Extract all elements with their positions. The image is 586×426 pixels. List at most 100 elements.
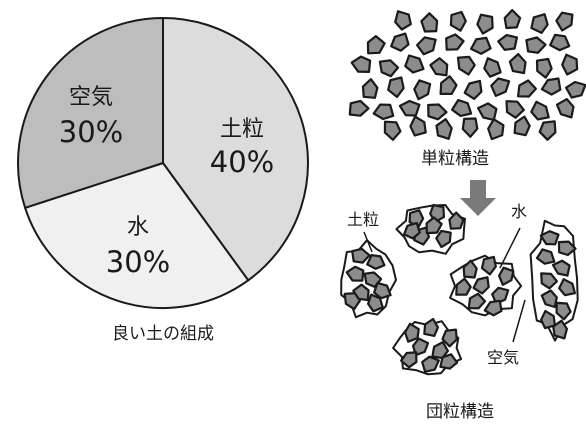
soil-grain xyxy=(394,10,412,31)
soil-grain xyxy=(435,229,452,249)
soil-grain xyxy=(427,103,448,121)
soil-grain xyxy=(530,100,550,121)
pie-label-water: 水 xyxy=(127,215,149,240)
soil-grain xyxy=(470,36,492,55)
crumb-structure: 土粒 水 空気 xyxy=(340,202,579,376)
soil-grain xyxy=(530,13,549,34)
soil-grain xyxy=(416,36,437,56)
pie-caption: 良い土の組成 xyxy=(112,324,214,344)
soil-grain xyxy=(439,75,458,95)
soil-grain xyxy=(387,76,405,98)
soil-grain xyxy=(351,247,371,264)
soil-grain xyxy=(350,55,372,73)
water-callout: 水 xyxy=(511,202,527,221)
soil-grain xyxy=(423,317,439,337)
soil-grain xyxy=(439,353,459,370)
soil-grain xyxy=(345,265,365,282)
crumb-caption: 団粒構造 xyxy=(426,402,494,422)
water-leader-line xyxy=(499,227,521,269)
soil-grain xyxy=(480,255,497,276)
soil-grain xyxy=(467,292,487,310)
soil-grain xyxy=(555,301,572,321)
soil-grain xyxy=(366,35,386,55)
soil-grain xyxy=(366,254,386,270)
soil-grain xyxy=(398,99,421,117)
pie-percent-soil: 40% xyxy=(210,145,274,179)
soil-grain xyxy=(383,120,402,141)
soil-grain xyxy=(420,12,439,33)
soil-grain xyxy=(535,57,553,79)
soil-grain xyxy=(421,355,440,373)
soil-grain xyxy=(498,266,515,286)
soil-grain xyxy=(477,102,498,121)
soil-grain xyxy=(487,118,505,141)
soil-grain xyxy=(403,221,421,240)
pie-label-soil: 土粒 xyxy=(220,117,264,142)
soil-grain xyxy=(373,281,392,300)
soil-grain xyxy=(555,11,574,32)
soil-leader-line xyxy=(363,231,373,253)
soil-grain xyxy=(551,259,571,277)
soil-grain xyxy=(431,341,449,360)
soil-grain xyxy=(343,292,361,311)
aggregate-grains xyxy=(343,203,577,373)
pie-slice-soil xyxy=(162,16,309,282)
soil-grain xyxy=(441,328,458,348)
soil-grain xyxy=(549,33,571,52)
soil-grain xyxy=(413,79,432,101)
air-leader-line xyxy=(512,299,526,343)
soil-grain xyxy=(538,120,557,141)
soil-grain xyxy=(404,54,425,74)
soil-grain xyxy=(557,240,577,257)
soil-grain xyxy=(472,276,490,295)
soil-grain xyxy=(361,78,379,99)
down-arrow-icon xyxy=(460,180,496,216)
soil-callout: 土粒 xyxy=(347,210,379,229)
soil-grain xyxy=(503,9,522,30)
soil-grain xyxy=(508,53,527,75)
soil-grain xyxy=(552,319,568,340)
soil-grain xyxy=(448,211,465,230)
air-callout: 空気 xyxy=(487,348,519,367)
soil-grain xyxy=(513,115,531,137)
soil-grain xyxy=(400,351,418,369)
soil-grain xyxy=(540,272,558,290)
soil-grain xyxy=(390,32,410,52)
soil-grain xyxy=(483,57,502,78)
soil-grain xyxy=(463,79,483,100)
soil-grain xyxy=(505,100,525,119)
soil-grain xyxy=(409,115,427,137)
soil-grain xyxy=(455,277,472,296)
soil-grain xyxy=(561,53,579,76)
soil-grain xyxy=(535,248,556,265)
soil-grain xyxy=(490,77,511,97)
soil-grain xyxy=(539,230,560,246)
pie-slice-air xyxy=(17,16,164,210)
soil-grain xyxy=(429,57,449,77)
soil-grain xyxy=(497,34,518,51)
soil-grain xyxy=(540,309,556,330)
pie-percent-air: 30% xyxy=(59,115,123,149)
soil-grain xyxy=(445,33,465,51)
soil-grain xyxy=(540,77,562,96)
soil-composition-pie: 土粒 40% 水 30% 空気 30% 良い土の組成 xyxy=(17,16,309,344)
soil-grain xyxy=(425,216,443,235)
soil-grain xyxy=(348,99,370,117)
soil-grain xyxy=(517,79,537,98)
pie-label-air: 空気 xyxy=(69,85,113,110)
soil-grain xyxy=(558,278,576,297)
soil-grain xyxy=(449,10,467,32)
soil-grain xyxy=(456,55,476,76)
soil-grain xyxy=(403,322,420,343)
single-grain-structure xyxy=(348,9,586,141)
single-grain-caption: 単粒構造 xyxy=(421,149,489,169)
soil-grain xyxy=(565,80,586,99)
soil-grain xyxy=(435,118,453,140)
soil-grain xyxy=(367,293,384,313)
soil-grain xyxy=(540,289,558,309)
soil-grain xyxy=(555,98,575,119)
soil-grain xyxy=(378,59,400,78)
soil-grain xyxy=(451,99,473,117)
soil-grain xyxy=(462,259,478,279)
